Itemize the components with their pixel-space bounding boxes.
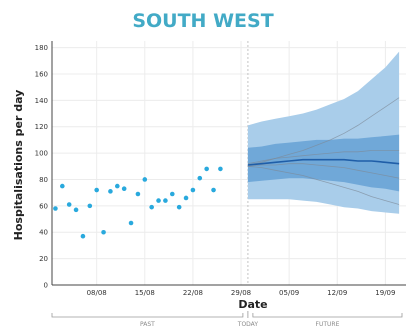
data-point xyxy=(87,203,93,209)
data-point xyxy=(211,187,216,193)
y-tick-label: 40 xyxy=(39,229,48,237)
data-point xyxy=(204,166,209,172)
data-point xyxy=(73,207,79,213)
y-tick-label: 140 xyxy=(35,97,48,105)
y-tick-label: 120 xyxy=(35,123,48,131)
projection-trajectories xyxy=(247,97,400,205)
data-point xyxy=(80,233,86,239)
y-tick-label: 180 xyxy=(35,44,48,52)
x-axis-label: Date xyxy=(238,298,267,311)
trajectory-line xyxy=(247,163,400,179)
data-point xyxy=(115,183,120,189)
data-point xyxy=(156,198,161,203)
y-tick-label: 20 xyxy=(39,255,48,263)
x-tick-label: 29/08 xyxy=(231,289,251,297)
chart-title: SOUTH WEST xyxy=(132,10,273,32)
data-point xyxy=(128,220,134,226)
x-tick-label: 08/08 xyxy=(87,289,107,297)
y-tick-label: 0 xyxy=(44,282,48,290)
data-point xyxy=(60,183,65,189)
x-tick-label: 19/09 xyxy=(375,289,395,297)
observed-points xyxy=(53,166,223,239)
period-label-today: TODAY xyxy=(237,321,259,328)
inner-confidence-band xyxy=(247,134,400,192)
data-point xyxy=(190,187,196,193)
y-tick-label: 60 xyxy=(39,202,48,210)
data-point xyxy=(163,198,168,203)
y-tick-label: 80 xyxy=(39,176,48,184)
y-tick-label: 100 xyxy=(35,150,48,158)
median-line xyxy=(247,158,400,166)
data-point xyxy=(183,195,189,201)
x-tick-label: 22/08 xyxy=(183,289,203,297)
axes: 0 20 40 60 80 100 120 140 160 180 08/08 15/08 22/08 2… xyxy=(35,41,406,297)
data-point xyxy=(53,206,58,211)
outer-confidence-band xyxy=(247,51,400,214)
data-point xyxy=(108,189,113,194)
data-point xyxy=(101,229,106,235)
past-bracket xyxy=(51,313,244,318)
data-point xyxy=(169,191,175,197)
projection-bands xyxy=(247,51,400,214)
period-label-past: PAST xyxy=(140,321,155,328)
trajectory-line xyxy=(247,165,400,205)
data-point xyxy=(142,177,148,182)
x-tick-label: 15/08 xyxy=(135,289,155,297)
data-point xyxy=(121,186,127,192)
data-point xyxy=(66,202,72,207)
trajectory-line xyxy=(247,150,400,165)
x-tick-label: 05/09 xyxy=(279,289,299,297)
data-point xyxy=(94,187,99,193)
data-point xyxy=(218,166,223,172)
y-axis-label: Hospitalisations per day xyxy=(12,90,25,241)
data-point xyxy=(149,204,154,210)
future-bracket xyxy=(252,313,403,318)
period-brackets: PAST TODAY FUTURE xyxy=(51,311,403,328)
data-point xyxy=(197,175,203,181)
y-tick-label: 160 xyxy=(35,70,48,78)
data-point xyxy=(135,191,141,197)
data-point xyxy=(176,204,182,210)
period-label-future: FUTURE xyxy=(316,321,340,328)
x-tick-label: 12/09 xyxy=(327,289,347,297)
